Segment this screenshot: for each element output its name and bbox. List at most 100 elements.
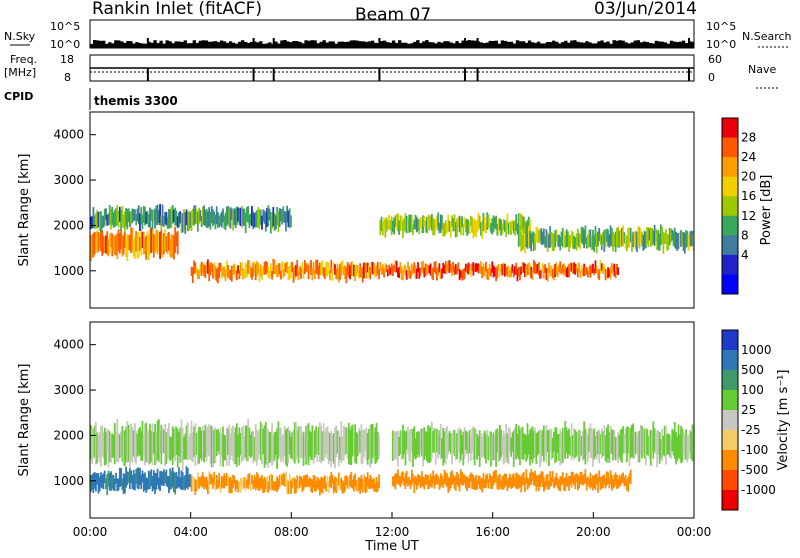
velocity-cell: [286, 428, 289, 467]
power-cell: [378, 269, 380, 280]
power-cell: [196, 211, 199, 232]
power-cell: [573, 262, 575, 274]
velocity-cell: [261, 475, 263, 490]
power-cell: [563, 230, 565, 247]
power-cell: [486, 212, 489, 230]
velocity-cell: [540, 471, 543, 483]
velocity-cell: [142, 434, 145, 457]
power-cell: [266, 262, 268, 274]
velocity-cell: [266, 427, 268, 465]
nsky-bar: [473, 40, 477, 48]
velocity-cell: [144, 472, 146, 490]
power-cell: [385, 264, 388, 273]
nsky-bar: [434, 43, 438, 48]
velocity-cell: [464, 430, 467, 451]
power-cell: [256, 210, 258, 227]
nsky-bar: [292, 40, 296, 48]
power-cell: [102, 215, 105, 228]
velocity-cell: [268, 475, 271, 490]
velocity-cell: [665, 426, 667, 465]
power-cell: [447, 260, 450, 273]
power-cell: [135, 231, 138, 252]
colorbar-tick-label: 1000: [741, 343, 772, 357]
power-cell: [281, 209, 284, 225]
power-cell: [262, 209, 265, 222]
nsky-bar: [594, 43, 598, 48]
velocity-cell: [487, 436, 490, 461]
nsky-bar: [395, 42, 399, 48]
velocity-cell: [334, 427, 336, 469]
nsky-bar: [609, 43, 613, 48]
power-cell: [653, 225, 656, 246]
nsky-bar: [328, 41, 332, 48]
power-cell: [472, 262, 475, 276]
power-cell: [259, 209, 262, 225]
power-cell: [286, 261, 289, 274]
velocity-cell: [613, 474, 616, 488]
velocity-cell: [356, 479, 359, 493]
power-cell: [123, 211, 126, 233]
velocity-cell: [622, 472, 625, 484]
velocity-cell: [548, 430, 550, 466]
power-cell: [485, 222, 487, 234]
velocity-cell: [521, 426, 524, 459]
nsky-bar: [189, 43, 193, 48]
velocity-cell: [583, 473, 586, 484]
velocity-cell: [506, 479, 509, 492]
power-cell: [427, 215, 429, 229]
power-cell: [654, 228, 657, 243]
nsky-bar: [120, 41, 124, 48]
power-cell: [208, 207, 211, 227]
nsky-bar: [410, 43, 414, 48]
velocity-cell: [326, 476, 329, 486]
power-cell: [643, 230, 646, 250]
power-cell: [131, 208, 134, 223]
velocity-cell: [302, 475, 305, 491]
nsky-bar: [201, 40, 206, 48]
power-cell: [677, 233, 680, 249]
velocity-cell: [415, 432, 418, 458]
power-cell: [425, 263, 428, 275]
velocity-cell: [159, 430, 161, 454]
nsky-bar: [576, 41, 580, 48]
nsky-bar: [690, 41, 695, 48]
nsky-bar: [310, 40, 314, 48]
velocity-cell: [248, 473, 251, 486]
velocity-cell: [121, 426, 124, 462]
velocity-cell: [136, 433, 139, 457]
velocity-cell: [457, 473, 460, 488]
velocity-cell: [168, 423, 170, 459]
velocity-cell: [264, 421, 267, 465]
velocity-cell: [661, 428, 664, 461]
power-cell: [132, 209, 135, 222]
power-cell: [512, 268, 515, 278]
velocity-cell: [622, 426, 625, 454]
velocity-cell: [253, 474, 256, 488]
nsky-bar: [603, 42, 607, 48]
velocity-cell: [422, 476, 424, 488]
velocity-cell: [511, 474, 514, 488]
velocity-cell: [559, 475, 562, 492]
power-cell: [559, 236, 562, 251]
velocity-cell: [93, 425, 96, 458]
colorbar-segment: [722, 176, 738, 197]
power-cell: [252, 211, 255, 230]
power-cell: [594, 260, 597, 274]
power-cell: [219, 262, 222, 272]
nsky-tick-bottom: 10^0: [50, 38, 80, 51]
power-cell: [407, 261, 409, 275]
velocity-cell: [178, 431, 180, 457]
nsky-bar: [524, 42, 529, 48]
power-cell: [317, 265, 320, 280]
velocity-cell: [146, 478, 149, 490]
velocity-cell: [394, 431, 397, 460]
colorbar-segment: [722, 390, 738, 411]
nsky-bar: [543, 43, 547, 48]
velocity-cell: [541, 471, 544, 487]
velocity-cell: [159, 471, 161, 492]
velocity-cell: [493, 470, 496, 483]
velocity-cell: [530, 427, 533, 460]
velocity-cell: [183, 476, 185, 489]
power-cell: [295, 264, 297, 277]
velocity-cell: [618, 434, 621, 458]
